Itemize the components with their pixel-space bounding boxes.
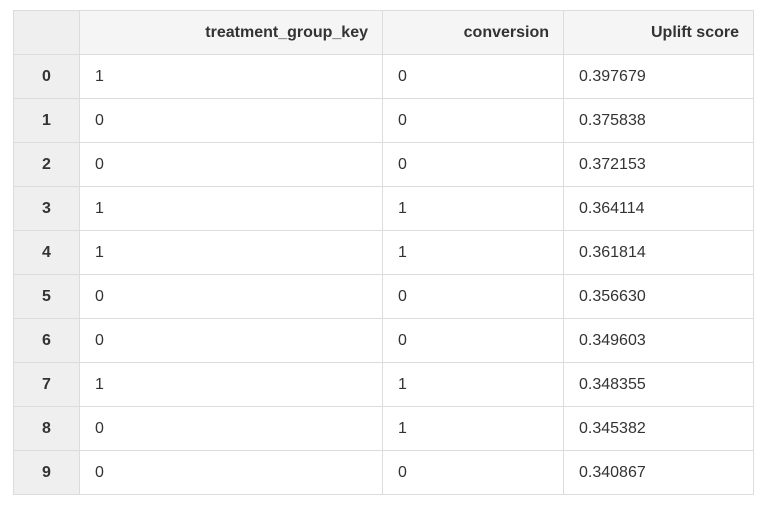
row-index-cell: 8 (13, 406, 80, 451)
uplift-score-cell: 0.356630 (563, 274, 754, 319)
conversion-cell: 1 (382, 230, 564, 275)
uplift-score-cell: 0.361814 (563, 230, 754, 275)
row-index-cell: 9 (13, 450, 80, 495)
treatment-group-key-cell: 1 (79, 362, 383, 407)
treatment-group-key-cell: 0 (79, 274, 383, 319)
treatment-group-key-cell: 1 (79, 54, 383, 99)
table-row: 1 0 0 0.375838 (13, 98, 754, 143)
treatment-group-key-cell: 0 (79, 406, 383, 451)
conversion-cell: 0 (382, 274, 564, 319)
treatment-group-key-cell: 1 (79, 230, 383, 275)
row-index-cell: 3 (13, 186, 80, 231)
row-index-cell: 0 (13, 54, 80, 99)
table-row: 8 0 1 0.345382 (13, 406, 754, 451)
uplift-score-cell: 0.348355 (563, 362, 754, 407)
table-header: treatment_group_key conversion Uplift sc… (13, 10, 754, 55)
treatment-group-key-cell: 0 (79, 318, 383, 363)
uplift-score-cell: 0.340867 (563, 450, 754, 495)
conversion-cell: 1 (382, 406, 564, 451)
header-corner-cell (13, 10, 80, 55)
conversion-cell: 0 (382, 450, 564, 495)
row-index-cell: 2 (13, 142, 80, 187)
conversion-cell: 1 (382, 362, 564, 407)
uplift-score-cell: 0.345382 (563, 406, 754, 451)
row-index-cell: 6 (13, 318, 80, 363)
table-row: 5 0 0 0.356630 (13, 274, 754, 319)
treatment-group-key-cell: 0 (79, 142, 383, 187)
dataframe-table-container: treatment_group_key conversion Uplift sc… (13, 10, 754, 495)
uplift-score-cell: 0.349603 (563, 318, 754, 363)
row-index-cell: 4 (13, 230, 80, 275)
column-header-conversion: conversion (382, 10, 564, 55)
table-row: 2 0 0 0.372153 (13, 142, 754, 187)
table-row: 9 0 0 0.340867 (13, 450, 754, 495)
uplift-score-cell: 0.375838 (563, 98, 754, 143)
treatment-group-key-cell: 0 (79, 98, 383, 143)
dataframe-table: treatment_group_key conversion Uplift sc… (13, 10, 754, 495)
conversion-cell: 0 (382, 142, 564, 187)
table-body: 0 1 0 0.397679 1 0 0 0.375838 2 0 0 0.372153 3 1 1 0.36… (13, 54, 754, 495)
uplift-score-cell: 0.372153 (563, 142, 754, 187)
row-index-cell: 7 (13, 362, 80, 407)
table-row: 0 1 0 0.397679 (13, 54, 754, 99)
column-header-uplift-score: Uplift score (563, 10, 754, 55)
table-row: 4 1 1 0.361814 (13, 230, 754, 275)
conversion-cell: 0 (382, 98, 564, 143)
treatment-group-key-cell: 0 (79, 450, 383, 495)
uplift-score-cell: 0.397679 (563, 54, 754, 99)
table-row: 6 0 0 0.349603 (13, 318, 754, 363)
treatment-group-key-cell: 1 (79, 186, 383, 231)
conversion-cell: 1 (382, 186, 564, 231)
row-index-cell: 1 (13, 98, 80, 143)
conversion-cell: 0 (382, 54, 564, 99)
row-index-cell: 5 (13, 274, 80, 319)
uplift-score-cell: 0.364114 (563, 186, 754, 231)
header-row: treatment_group_key conversion Uplift sc… (13, 10, 754, 55)
conversion-cell: 0 (382, 318, 564, 363)
table-row: 7 1 1 0.348355 (13, 362, 754, 407)
table-row: 3 1 1 0.364114 (13, 186, 754, 231)
column-header-treatment-group-key: treatment_group_key (79, 10, 383, 55)
